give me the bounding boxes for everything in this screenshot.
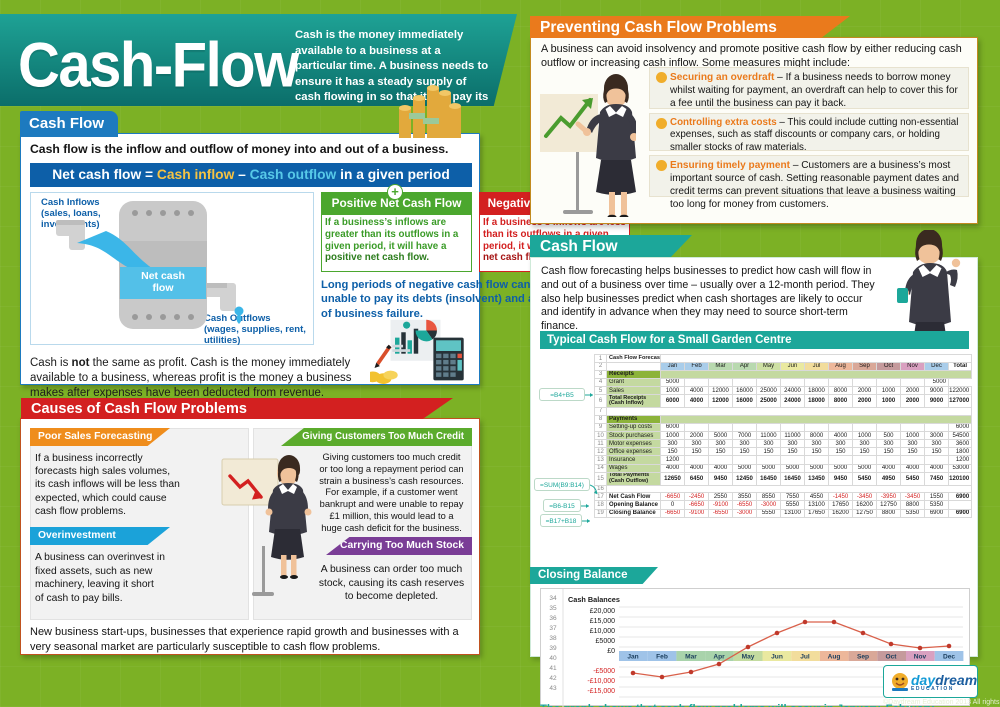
svg-text:-£15,000: -£15,000 [587, 688, 615, 695]
svg-text:35: 35 [549, 605, 557, 612]
svg-text:Jul: Jul [800, 654, 810, 661]
svg-text:£20,000: £20,000 [590, 608, 615, 615]
svg-text:38: 38 [549, 635, 557, 642]
svg-text:Nov: Nov [914, 654, 927, 661]
svg-text:34: 34 [549, 595, 557, 602]
svg-text:£15,000: £15,000 [590, 618, 615, 625]
svg-text:Mar: Mar [685, 654, 697, 661]
svg-text:Sep: Sep [857, 654, 869, 661]
svg-text:flow: flow [153, 282, 175, 294]
svg-text:36: 36 [549, 615, 557, 622]
svg-text:-£10,000: -£10,000 [587, 678, 615, 685]
svg-text:Jun: Jun [771, 654, 783, 661]
svg-text:Cash Balances: Cash Balances [568, 595, 620, 604]
svg-text:40: 40 [549, 655, 557, 662]
svg-text:43: 43 [549, 685, 557, 692]
svg-text:41: 41 [549, 665, 557, 672]
svg-text:£5000: £5000 [596, 638, 616, 645]
svg-text:£0: £0 [607, 648, 615, 655]
svg-text:37: 37 [549, 625, 557, 632]
svg-text:£10,000: £10,000 [590, 628, 615, 635]
svg-text:-£5000: -£5000 [593, 668, 615, 675]
svg-text:Jan: Jan [627, 654, 638, 661]
svg-text:39: 39 [549, 645, 557, 652]
svg-text:Net cash: Net cash [141, 270, 185, 282]
svg-text:Apr: Apr [713, 654, 725, 661]
svg-text:Oct: Oct [886, 654, 898, 661]
svg-text:Feb: Feb [656, 654, 668, 661]
svg-text:May: May [742, 654, 755, 661]
svg-text:Aug: Aug [828, 654, 841, 661]
svg-text:Dec: Dec [943, 654, 955, 661]
svg-text:42: 42 [549, 675, 557, 682]
